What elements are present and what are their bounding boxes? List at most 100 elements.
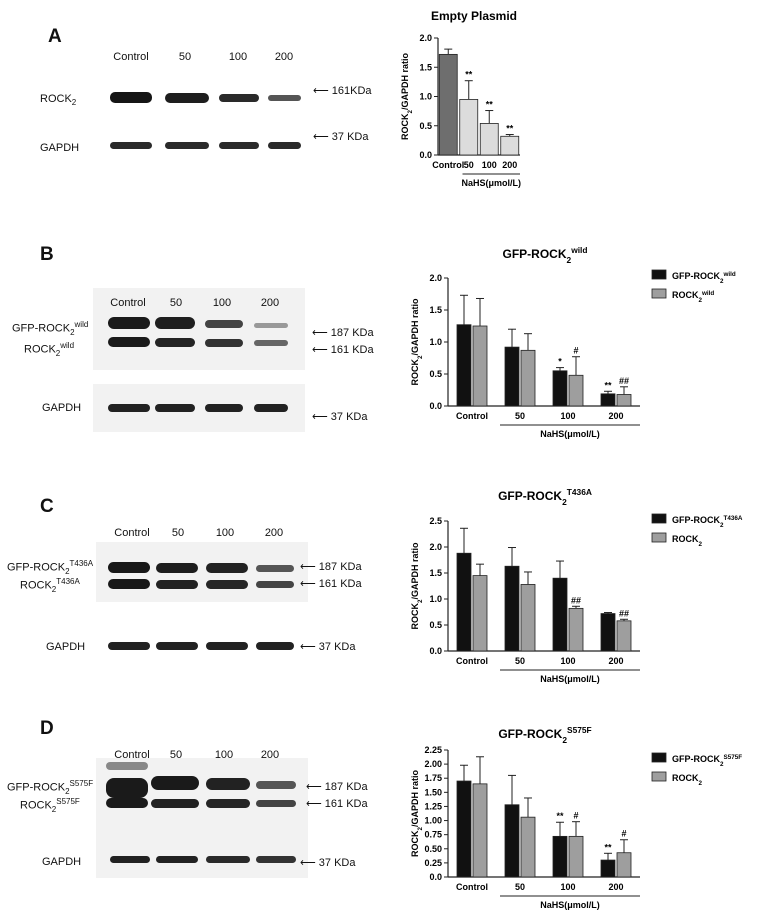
band [110, 92, 152, 103]
band [268, 142, 301, 149]
x-tick-label: 100 [560, 411, 575, 421]
legend-swatch [651, 752, 667, 763]
x-tick-label: 50 [515, 411, 525, 421]
lane-label: Control [114, 527, 150, 539]
y-tick-label: 1.0 [429, 337, 442, 347]
kda-marker: ⟵ 187 KDa [300, 561, 362, 573]
chart-title: Empty Plasmid [431, 9, 517, 23]
bar [472, 575, 488, 652]
kda-marker: ⟵ 37 KDa [312, 411, 368, 423]
band [219, 142, 259, 149]
band [106, 778, 148, 798]
lane-label: 100 [228, 51, 248, 63]
lane-label: 50 [171, 527, 185, 539]
y-tick-label: 0.5 [429, 620, 442, 630]
band [108, 404, 150, 412]
y-tick-label: 1.75 [424, 773, 442, 783]
lane-label: 50 [169, 297, 183, 309]
bar [520, 584, 536, 652]
chart-title: GFP-ROCK2T436A [498, 487, 592, 507]
band-label-rock2-wild: ROCK2wild [24, 341, 75, 358]
bar [504, 346, 520, 407]
band [256, 642, 294, 650]
legend-swatch [651, 288, 667, 299]
legend-label: ROCK2wild [672, 290, 714, 304]
band [206, 856, 250, 863]
x-tick-label: 100 [560, 656, 575, 666]
charts-svg: Empty Plasmid 0.0 0.5 1.0 1.5 2.0 ROCK2/GAPDH … [400, 9, 743, 910]
chart-title: GFP-ROCK2S575F [498, 725, 591, 745]
bar [568, 607, 584, 652]
band [155, 317, 195, 329]
bar [479, 123, 499, 156]
band [108, 317, 150, 329]
bar [552, 577, 568, 652]
legend-label: ROCK2 [672, 534, 703, 548]
band [206, 563, 248, 573]
band [106, 762, 148, 770]
bar [616, 620, 632, 652]
band-label-rock2-t436a: ROCK2T436A [20, 577, 80, 594]
bar [568, 835, 584, 878]
significance-mark: ** [465, 70, 473, 80]
x-axis-label: NaHS(μmol/L) [540, 429, 600, 439]
band [205, 320, 243, 328]
legend-swatch [651, 269, 667, 280]
y-tick-label: 1.0 [419, 92, 432, 102]
y-axis-label: ROCK2/GAPDH ratio [410, 769, 424, 857]
y-tick-label: 0.0 [429, 872, 442, 882]
y-tick-label: 0.50 [424, 844, 442, 854]
x-tick-label: 200 [608, 882, 623, 892]
band [165, 142, 209, 149]
bar [456, 780, 472, 878]
bar [600, 859, 616, 878]
lane-label: 50 [169, 749, 183, 761]
band [156, 563, 198, 573]
x-tick-label: Control [432, 160, 464, 170]
y-axis-label: ROCK2/GAPDH ratio [410, 542, 424, 630]
significance-mark: # [573, 811, 578, 821]
band-label-gfp-rock2-wild: GFP-ROCK2wild [12, 320, 89, 337]
lane-label: 200 [260, 749, 280, 761]
band [151, 799, 199, 808]
lane-label: Control [113, 51, 149, 63]
band [205, 339, 243, 347]
x-axis-label: NaHS(μmol/L) [540, 674, 600, 684]
band [256, 800, 296, 807]
y-tick-label: 1.0 [429, 594, 442, 604]
kda-marker: ⟵ 161 KDa [306, 798, 368, 810]
legend-swatch [651, 771, 667, 782]
y-tick-label: 0.5 [429, 369, 442, 379]
significance-mark: # [573, 346, 578, 356]
bar [552, 835, 568, 878]
blot-c-top [96, 542, 308, 602]
significance-mark: # [621, 829, 626, 839]
significance-mark: ## [619, 608, 629, 618]
x-tick-label: 100 [482, 160, 497, 170]
bar [504, 565, 520, 652]
y-tick-label: 0.5 [419, 121, 432, 131]
kda-marker: ⟵ 161 KDa [312, 344, 374, 356]
panel-letter-b: B [40, 244, 54, 265]
band [106, 798, 148, 808]
y-tick-label: 2.00 [424, 759, 442, 769]
y-axis-label: ROCK2/GAPDH ratio [400, 52, 414, 140]
band [155, 404, 195, 412]
bar [472, 325, 488, 407]
band-label-gapdh: GAPDH [42, 402, 82, 414]
lane-label: 200 [264, 527, 284, 539]
y-tick-label: 0.75 [424, 830, 442, 840]
significance-mark: ** [506, 124, 514, 134]
significance-mark: ** [604, 842, 612, 852]
blot-a [98, 66, 303, 176]
y-tick-label: 1.00 [424, 816, 442, 826]
kda-marker: ⟵ 37 KDa [300, 641, 356, 653]
legend-label: GFP-ROCK2T436A [672, 515, 743, 529]
band [108, 579, 150, 589]
panel-letter-a: A [48, 26, 62, 47]
blot-b-top [93, 288, 305, 370]
lane-label: 100 [215, 527, 235, 539]
kda-marker: ⟵ 37 KDa [300, 857, 356, 869]
legend-label: GFP-ROCK2S575F [672, 754, 742, 768]
y-tick-label: 1.5 [429, 305, 442, 315]
